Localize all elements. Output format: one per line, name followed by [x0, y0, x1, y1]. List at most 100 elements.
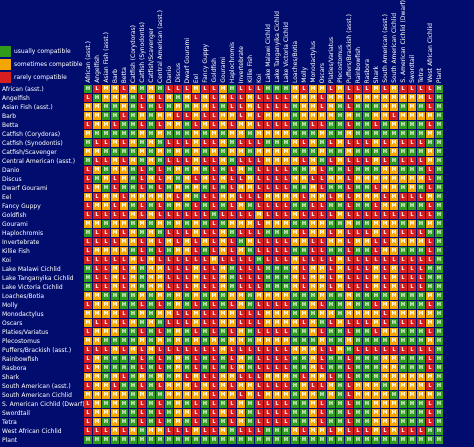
grid-cell: H: [129, 292, 137, 300]
grid-cell: H: [309, 337, 317, 345]
grid-cell: M: [210, 292, 218, 300]
grid-cell: H: [336, 409, 344, 417]
grid-cell: H: [165, 364, 173, 372]
grid-cell: H: [147, 409, 155, 417]
grid-cell: L: [84, 409, 92, 417]
grid-cell: M: [354, 175, 362, 183]
grid-cell: H: [399, 355, 407, 363]
grid-cell: L: [192, 238, 200, 246]
column-header-label: Loaches/Botia: [292, 40, 299, 83]
grid-cell: L: [165, 256, 173, 264]
grid-cell: L: [426, 94, 434, 102]
grid-cell: M: [111, 157, 119, 165]
grid-cell: L: [345, 391, 353, 399]
grid-cell: M: [336, 346, 344, 354]
grid-cell: H: [111, 364, 119, 372]
legend-item-sometimes: sometimes compatible: [0, 58, 84, 71]
grid-cell: H: [300, 409, 308, 417]
grid-cell: L: [192, 256, 200, 264]
grid-cell: H: [183, 121, 191, 129]
grid-cell: M: [246, 391, 254, 399]
grid-cell: L: [228, 328, 236, 336]
grid-cell: M: [327, 112, 335, 120]
grid-cell: H: [354, 301, 362, 309]
grid-cell: M: [273, 148, 281, 156]
grid-cell: H: [120, 292, 128, 300]
grid-cell: M: [390, 418, 398, 426]
grid-cell: M: [84, 337, 92, 345]
row-header: Puffers/Brackish (asst.): [2, 347, 72, 354]
grid-cell: L: [318, 256, 326, 264]
grid-cell: M: [345, 292, 353, 300]
column-header-label: Killie Fish: [247, 55, 254, 83]
column-header-label: Puffers/Brackish (asst.): [346, 13, 353, 83]
grid-cell: M: [426, 310, 434, 318]
grid-cell: M: [318, 220, 326, 228]
grid-cell: M: [381, 220, 389, 228]
grid-cell: L: [300, 274, 308, 282]
grid-cell: L: [309, 175, 317, 183]
grid-cell: M: [372, 85, 380, 93]
grid-cell: L: [165, 265, 173, 273]
grid-cell: M: [183, 382, 191, 390]
grid-cell: M: [174, 355, 182, 363]
grid-cell: H: [318, 391, 326, 399]
grid-cell: L: [399, 256, 407, 264]
grid-cell: M: [246, 175, 254, 183]
grid-cell: M: [390, 94, 398, 102]
grid-cell: M: [138, 391, 146, 399]
grid-cell: H: [300, 202, 308, 210]
grid-cell: M: [264, 337, 272, 345]
grid-cell: H: [282, 436, 290, 444]
grid-cell: H: [147, 400, 155, 408]
grid-cell: H: [120, 418, 128, 426]
grid-cell: M: [237, 301, 245, 309]
grid-cell: M: [354, 310, 362, 318]
row-header: Koi: [2, 257, 11, 264]
grid-cell: H: [183, 355, 191, 363]
column-header-label: Shark: [373, 65, 380, 83]
grid-cell: L: [174, 274, 182, 282]
grid-cell: H: [435, 202, 443, 210]
grid-cell: M: [219, 157, 227, 165]
grid-cell: L: [210, 400, 218, 408]
grid-cell: H: [165, 301, 173, 309]
grid-cell: M: [318, 292, 326, 300]
grid-cell: H: [219, 418, 227, 426]
grid-cell: M: [282, 193, 290, 201]
grid-cell: L: [156, 400, 164, 408]
grid-cell: L: [210, 247, 218, 255]
grid-cell: M: [390, 265, 398, 273]
grid-cell: M: [102, 382, 110, 390]
grid-cell: L: [264, 418, 272, 426]
grid-cell: H: [435, 211, 443, 219]
grid-cell: M: [318, 112, 326, 120]
grid-cell: M: [417, 175, 425, 183]
grid-cell: H: [417, 121, 425, 129]
grid-cell: H: [156, 85, 164, 93]
grid-cell: L: [273, 94, 281, 102]
grid-cell: L: [156, 409, 164, 417]
grid-cell: L: [120, 310, 128, 318]
grid-cell: L: [138, 175, 146, 183]
grid-cell: H: [246, 328, 254, 336]
grid-cell: H: [300, 436, 308, 444]
grid-cell: M: [138, 220, 146, 228]
grid-cell: M: [93, 337, 101, 345]
grid-cell: M: [138, 292, 146, 300]
grid-cell: M: [282, 310, 290, 318]
grid-cell: L: [183, 139, 191, 147]
grid-cell: L: [300, 427, 308, 435]
grid-cell: M: [372, 265, 380, 273]
grid-cell: H: [228, 283, 236, 291]
grid-cell: H: [291, 373, 299, 381]
grid-cell: H: [138, 85, 146, 93]
grid-cell: L: [93, 274, 101, 282]
grid-cell: H: [399, 130, 407, 138]
grid-cell: H: [417, 166, 425, 174]
grid-cell: H: [300, 166, 308, 174]
grid-cell: M: [354, 94, 362, 102]
row-header: Barb: [2, 113, 17, 120]
grid-cell: L: [183, 85, 191, 93]
